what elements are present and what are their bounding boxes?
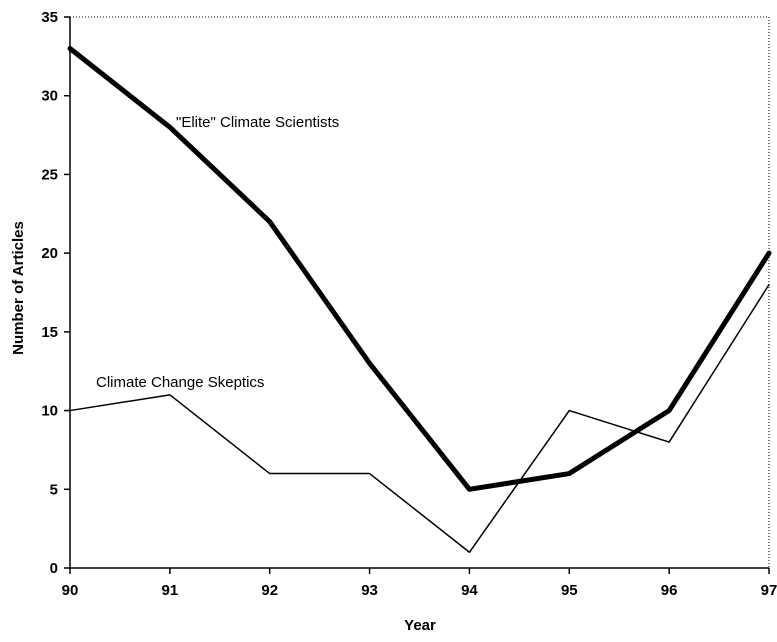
y-tick-label: 5 bbox=[50, 481, 58, 498]
plot-area-frame bbox=[69, 16, 770, 569]
x-tick-label: 96 bbox=[661, 582, 678, 599]
x-tick-label: 93 bbox=[361, 582, 378, 599]
axes bbox=[69, 17, 769, 569]
y-axis-ticks: 0 5 10 15 20 25 30 35 bbox=[41, 9, 70, 577]
x-tick-label: 97 bbox=[761, 582, 777, 599]
y-axis-title: Number of Articles bbox=[10, 221, 27, 355]
y-tick-label: 15 bbox=[41, 324, 58, 341]
series-label-climate-change-skeptics: Climate Change Skeptics bbox=[96, 374, 264, 391]
y-tick-label: 0 bbox=[50, 560, 58, 577]
y-tick-label: 30 bbox=[41, 88, 58, 105]
y-tick-label: 35 bbox=[41, 9, 58, 26]
x-tick-label: 92 bbox=[261, 582, 278, 599]
x-axis-title: Year bbox=[404, 617, 436, 634]
x-tick-label: 91 bbox=[162, 582, 179, 599]
x-axis-ticks: 90 91 92 93 94 95 96 97 bbox=[62, 568, 777, 599]
x-tick-label: 95 bbox=[561, 582, 578, 599]
y-tick-label: 10 bbox=[41, 403, 58, 420]
series-line-climate-change-skeptics bbox=[69, 283, 770, 554]
x-tick-label: 90 bbox=[62, 582, 79, 599]
series-lines bbox=[67, 45, 772, 554]
y-tick-label: 20 bbox=[41, 245, 58, 262]
series-label-elite-climate-scientists: "Elite" Climate Scientists bbox=[176, 114, 339, 131]
x-tick-label: 94 bbox=[461, 582, 478, 599]
series-line-elite-climate-scientists bbox=[67, 45, 772, 492]
y-tick-label: 25 bbox=[41, 166, 58, 183]
